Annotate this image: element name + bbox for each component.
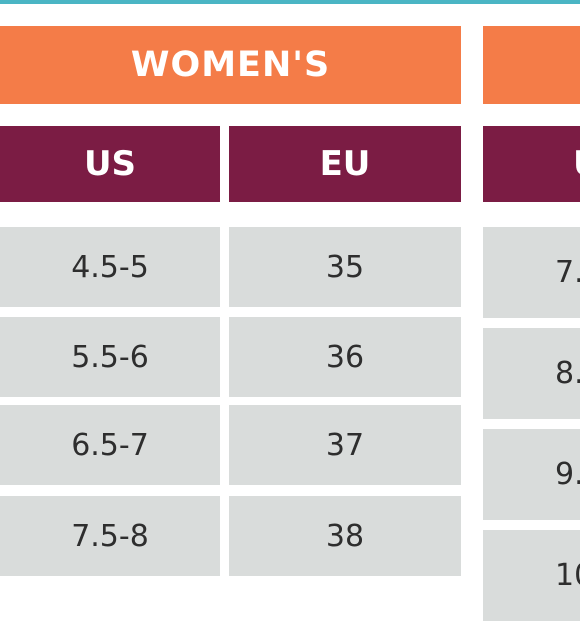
second-table-cell: 7. bbox=[483, 227, 580, 318]
eu-size-cell: 37 bbox=[229, 405, 461, 485]
us-size-cell: 4.5-5 bbox=[0, 227, 220, 307]
second-table-header bbox=[483, 26, 580, 104]
column-header-eu: EU bbox=[229, 126, 461, 202]
top-accent-line bbox=[0, 0, 580, 4]
us-size-cell: 7.5-8 bbox=[0, 496, 220, 576]
us-size-cell: 6.5-7 bbox=[0, 405, 220, 485]
second-table-column-header: U bbox=[483, 126, 580, 202]
column-header-us: US bbox=[0, 126, 220, 202]
womens-header: WOMEN'S bbox=[0, 26, 461, 104]
second-table-cell: 10. bbox=[483, 530, 580, 621]
eu-size-cell: 38 bbox=[229, 496, 461, 576]
us-size-cell: 5.5-6 bbox=[0, 317, 220, 397]
eu-size-cell: 35 bbox=[229, 227, 461, 307]
second-table-cell: 8. bbox=[483, 328, 580, 419]
second-table-cell: 9.5 bbox=[483, 429, 580, 520]
eu-size-cell: 36 bbox=[229, 317, 461, 397]
